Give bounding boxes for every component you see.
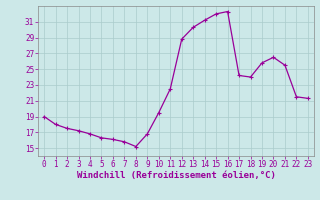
X-axis label: Windchill (Refroidissement éolien,°C): Windchill (Refroidissement éolien,°C) bbox=[76, 171, 276, 180]
